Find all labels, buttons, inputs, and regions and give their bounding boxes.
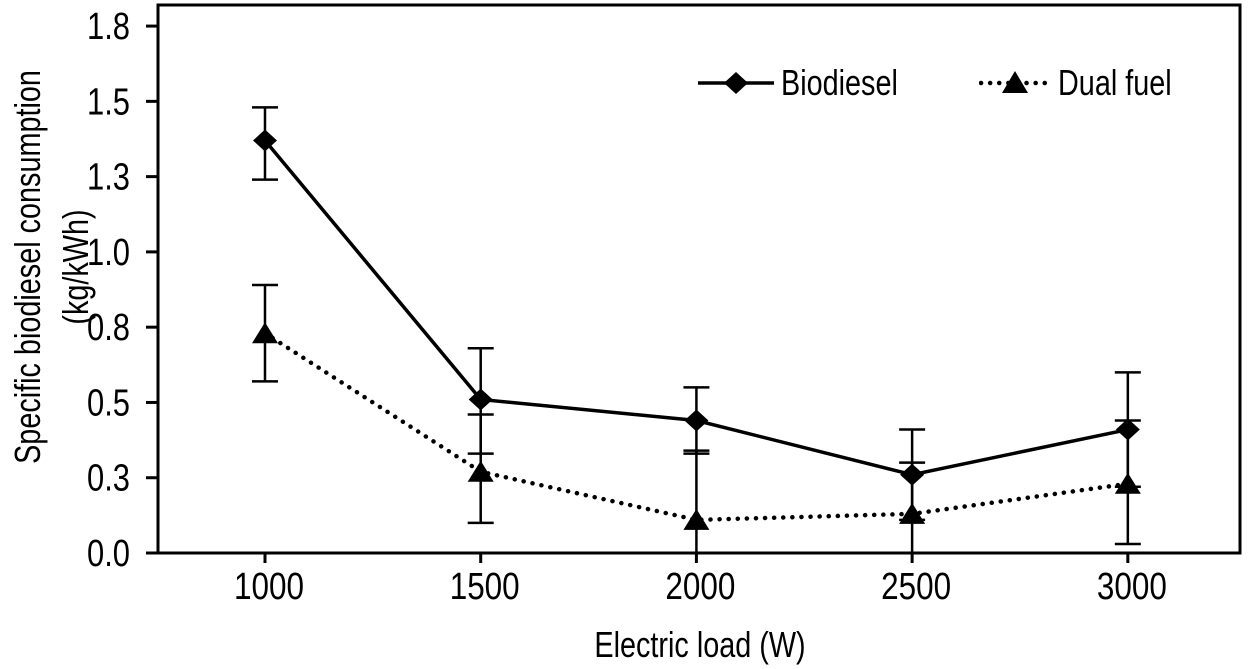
y-tick-label: 1.8 bbox=[87, 6, 130, 48]
legend-entry-dual-fuel: Dual fuel bbox=[979, 63, 1200, 103]
triangle-marker-icon bbox=[683, 508, 710, 530]
legend-entry-biodiesel: Biodiesel bbox=[698, 63, 927, 103]
triangle-marker-icon bbox=[467, 460, 494, 482]
y-tick-label: 0.8 bbox=[87, 307, 130, 349]
y-tick-label: 0.0 bbox=[87, 533, 130, 575]
diamond-marker-icon bbox=[698, 72, 774, 94]
y-axis-title: Specific biodiesel consumption (kg/kWh) bbox=[4, 0, 100, 587]
triangle-marker-icon bbox=[251, 322, 278, 344]
x-tick-label: 3000 bbox=[1097, 566, 1167, 608]
series-line-dual-fuel bbox=[262, 330, 1131, 523]
diamond-marker-icon bbox=[468, 388, 493, 411]
x-tick-label: 1000 bbox=[234, 566, 304, 608]
x-tick-label: 2500 bbox=[881, 566, 951, 608]
x-tick-label: 2000 bbox=[665, 566, 735, 608]
triangle-marker-icon bbox=[899, 502, 926, 524]
triangle-marker-icon bbox=[1114, 472, 1141, 494]
y-tick-label: 1.0 bbox=[87, 232, 130, 274]
y-tick-label: 0.3 bbox=[87, 458, 130, 500]
x-axis-title: Electric load (W) bbox=[450, 625, 950, 665]
x-axis-title-text: Electric load (W) bbox=[594, 624, 806, 665]
diamond-marker-icon bbox=[1115, 418, 1140, 441]
y-tick-label: 0.5 bbox=[87, 382, 130, 424]
triangle-marker-icon bbox=[979, 71, 1052, 93]
legend-label-biodiesel: Biodiesel bbox=[781, 62, 898, 103]
diamond-marker-icon bbox=[900, 463, 925, 486]
legend: Biodiesel Dual fuel bbox=[698, 61, 1200, 105]
y-tick-label: 1.3 bbox=[87, 157, 130, 199]
diamond-marker-icon bbox=[252, 129, 277, 152]
legend-label-dual-fuel: Dual fuel bbox=[1058, 62, 1172, 103]
y-axis-title-text: Specific biodiesel consumption (kg/kWh) bbox=[7, 70, 96, 464]
diamond-marker-icon bbox=[684, 409, 709, 432]
y-tick-label: 1.5 bbox=[87, 81, 130, 123]
x-tick-label: 1500 bbox=[450, 566, 520, 608]
